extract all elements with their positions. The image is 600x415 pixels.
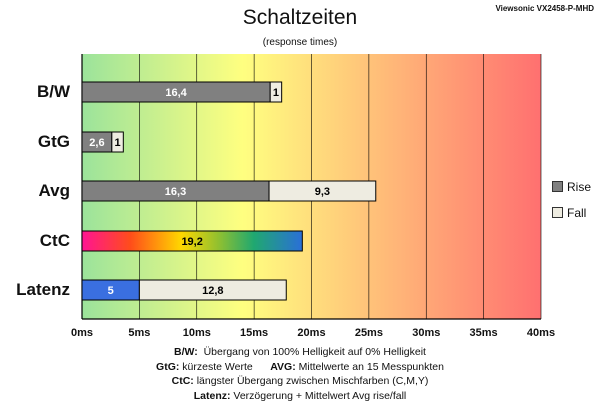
- x-tick-label: 40ms: [526, 327, 556, 339]
- note-gtg-text: kürzeste Werte: [182, 360, 253, 373]
- monitor-model: Viewsonic VX2458-P-MHD: [495, 4, 594, 13]
- note-ctc-key: CtC:: [171, 375, 194, 387]
- note-avg-text: Mittelwerte an 15 Messpunkten: [298, 360, 444, 373]
- chart-subtitle: (response times): [262, 37, 338, 48]
- data-label-latency-avg: 12,8: [202, 285, 223, 297]
- category-label-latenz: Latenz: [16, 280, 70, 299]
- note-gtg-key: GtG:: [156, 360, 180, 373]
- note-bw-key: B/W:: [174, 346, 198, 358]
- note-ctc-text: längster Übergang zwischen Mischfarben (…: [196, 375, 429, 387]
- bars: [81, 81, 377, 301]
- category-label-ctc: CtC: [39, 231, 70, 250]
- x-tick-label: 10ms: [182, 327, 211, 339]
- category-label-avg: Avg: [38, 181, 71, 200]
- data-label-fall: 1: [115, 137, 121, 149]
- bar-latency-avg: [138, 279, 287, 301]
- bar-fall: [268, 180, 377, 202]
- legend-rise: Rise: [552, 180, 591, 194]
- note-bw-text: Übergang von 100% Helligkeit auf 0% Hell…: [203, 346, 426, 358]
- category-label-bw: B/W: [36, 82, 70, 101]
- category-label-gtg: GtG: [37, 132, 70, 151]
- data-label-rise: 16,4: [165, 87, 187, 99]
- bar-ctc: [81, 230, 303, 252]
- note-latenz: Latenz: Verzögerung + Mittelwert Avg ris…: [0, 389, 600, 404]
- data-label-rise: 16,3: [165, 186, 186, 198]
- chart-title: Schaltzeiten: [242, 6, 358, 29]
- note-gtg-avg: GtG: kürzeste Werte AVG: Mittelwerte an …: [0, 360, 600, 375]
- legend-swatch-rise: [552, 181, 563, 192]
- note-bw: B/W: Übergang von 100% Helligkeit auf 0%…: [0, 345, 600, 360]
- bar-fall: [269, 81, 283, 103]
- x-tick-label: 5ms: [128, 327, 151, 339]
- x-tick-label: 20ms: [297, 327, 326, 339]
- data-label-ctc: 19,2: [181, 236, 202, 248]
- data-label-rise: 2,6: [89, 137, 104, 149]
- bar-labels: 16,4 1 2,6 1 16,3 9,3 19,2 5 12,8: [89, 87, 330, 297]
- legend-label-rise: Rise: [567, 180, 592, 194]
- note-ctc: CtC: längster Übergang zwischen Mischfar…: [0, 374, 600, 389]
- data-label-fall: 1: [273, 87, 279, 99]
- x-tick-label: 25ms: [354, 327, 383, 339]
- note-latenz-key: Latenz:: [193, 389, 231, 402]
- bar-fall: [111, 131, 124, 153]
- note-latenz-text: Verzögerung + Mittelwert Avg rise/fall: [233, 389, 407, 402]
- x-tick-label: 0ms: [70, 327, 94, 339]
- data-label-fall: 9,3: [315, 186, 330, 198]
- legend-label-fall: Fall: [567, 206, 587, 220]
- x-tick-label: 30ms: [412, 327, 441, 339]
- legend-swatch-fall: [552, 207, 563, 218]
- x-tick-label: 15ms: [240, 327, 269, 339]
- legend-notes: B/W: Übergang von 100% Helligkeit auf 0%…: [0, 345, 600, 403]
- legend-fall: Fall: [552, 206, 586, 220]
- data-label-latency-delay: 5: [108, 285, 114, 297]
- x-tick-label: 35ms: [469, 327, 498, 339]
- note-avg-key: AVG:: [270, 360, 296, 373]
